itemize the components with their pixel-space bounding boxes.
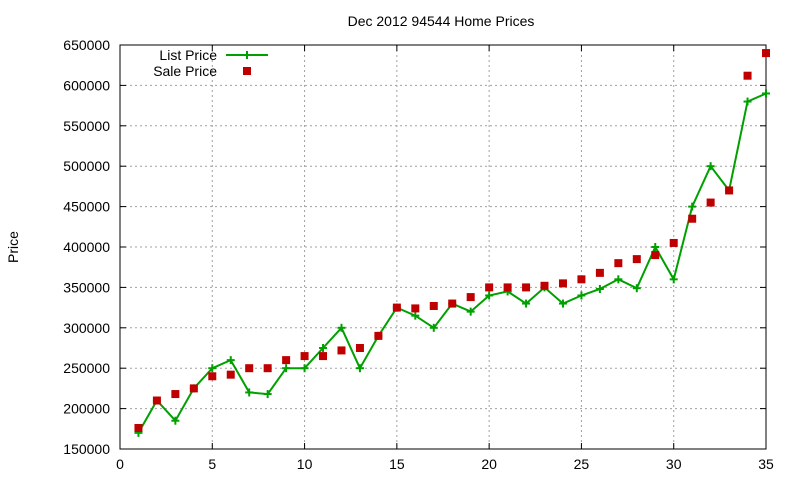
list-price-point <box>669 275 678 284</box>
sale-price-point <box>595 268 604 277</box>
list-price-point <box>558 299 567 308</box>
sale-price-point <box>300 352 309 361</box>
y-axis-label: Price <box>5 231 21 263</box>
x-tick-label: 15 <box>389 456 405 472</box>
sale-price-point <box>725 186 734 195</box>
sale-price-point <box>189 384 198 393</box>
sale-price-point <box>632 255 641 264</box>
list-price-point <box>466 307 475 316</box>
list-price-point <box>337 323 346 332</box>
sale-price-point <box>392 303 401 312</box>
sale-price-point <box>208 372 217 381</box>
legend-list-price-label: List Price <box>159 47 217 63</box>
x-tick-label: 35 <box>758 456 774 472</box>
legend: List Price Sale Price <box>153 47 268 79</box>
list-price-point <box>263 390 272 399</box>
y-tick-label: 450000 <box>63 199 110 215</box>
sale-price-point <box>762 49 770 58</box>
legend-sale-price-label: Sale Price <box>153 63 217 79</box>
list-price-point <box>485 291 494 300</box>
sale-price-point <box>706 198 715 207</box>
list-price-point <box>245 388 254 397</box>
y-tick-label: 650000 <box>63 37 110 53</box>
sale-price-point <box>540 281 549 290</box>
sale-price-point <box>558 279 567 288</box>
sale-price-point <box>743 71 752 80</box>
list-price-point <box>355 364 364 373</box>
sale-price-point <box>429 301 438 310</box>
y-tick-label: 400000 <box>63 239 110 255</box>
x-tick-label: 10 <box>297 456 313 472</box>
sale-price-point <box>263 364 272 373</box>
list-price-point <box>522 299 531 308</box>
list-price-point <box>282 364 291 373</box>
sale-price-point <box>614 259 623 268</box>
sale-price-point <box>688 214 697 223</box>
list-price-point <box>651 243 660 251</box>
list-price-point <box>743 97 752 106</box>
list-price-point <box>632 284 641 293</box>
x-tick-label: 5 <box>208 456 216 472</box>
list-price-point <box>614 275 623 284</box>
list-price-point <box>226 356 235 365</box>
x-tick-label: 0 <box>116 456 124 472</box>
list-price-point <box>577 291 586 300</box>
y-tick-label: 600000 <box>63 77 110 93</box>
list-price-line <box>137 92 767 434</box>
list-price-point <box>595 285 604 294</box>
legend-sale-price-marker <box>243 67 251 75</box>
series <box>134 49 770 437</box>
x-tick-label: 20 <box>481 456 497 472</box>
x-tick-label: 30 <box>666 456 682 472</box>
y-tick-label: 350000 <box>63 279 110 295</box>
sale-price-point <box>651 251 660 260</box>
list-price-point <box>319 344 328 352</box>
y-tick-label: 250000 <box>63 360 110 376</box>
sale-price-point <box>448 299 457 308</box>
list-price-point <box>300 364 309 373</box>
list-price-point <box>688 202 697 211</box>
sale-price-point <box>411 304 420 313</box>
sale-price-point <box>319 352 328 361</box>
sale-price-point <box>152 396 161 405</box>
sale-price-point <box>226 370 235 379</box>
sale-price-point <box>355 344 364 352</box>
y-tick-label: 500000 <box>63 158 110 174</box>
x-tick-label: 25 <box>574 456 590 472</box>
sale-price-point <box>466 293 475 302</box>
list-price-point <box>706 162 715 171</box>
sale-price-point <box>374 331 383 340</box>
sale-price-point <box>171 390 180 399</box>
list-price-point <box>208 364 217 373</box>
sale-price-point <box>282 356 291 365</box>
sale-price-point <box>669 238 678 247</box>
list-price-point <box>762 89 770 98</box>
sale-price-point <box>577 275 586 284</box>
sale-price-point <box>522 283 531 292</box>
sale-price-point <box>337 346 346 355</box>
sale-price-point <box>134 423 143 432</box>
list-price-point <box>171 416 180 425</box>
list-price-point <box>411 311 420 320</box>
sale-price-point <box>503 283 512 292</box>
legend-list-price-marker <box>243 51 251 59</box>
grid-lines <box>120 45 766 449</box>
y-tick-label: 200000 <box>63 401 110 417</box>
list-price-point <box>429 323 438 332</box>
axes: 0 5 10 15 20 25 30 35 150000 200000 250000 300000 35… <box>63 37 774 472</box>
y-tick-label: 300000 <box>63 320 110 336</box>
chart-title: Dec 2012 94544 Home Prices <box>348 13 535 29</box>
y-tick-label: 150000 <box>63 441 110 457</box>
sale-price-point <box>485 283 494 292</box>
sale-price-point <box>245 364 254 373</box>
y-tick-label: 550000 <box>63 118 110 134</box>
